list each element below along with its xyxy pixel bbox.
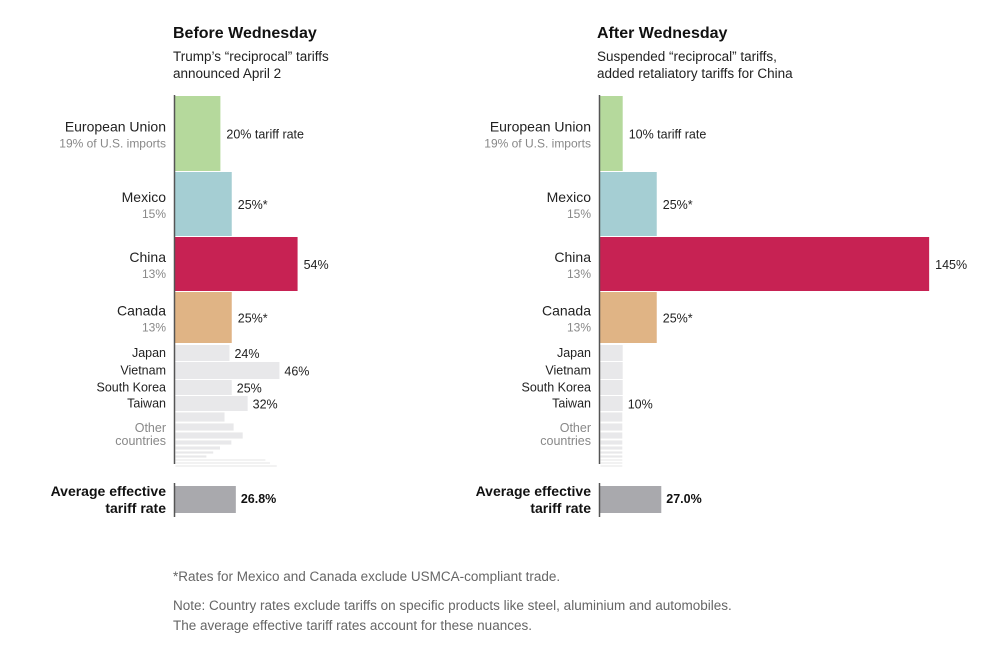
bar-before-minor-2 [175,380,232,395]
average-value-before: 26.8% [241,492,276,506]
value-label-before-minor-2: 25% [237,382,262,396]
average-label-before-line2: tariff rate [105,500,166,516]
footnote-note-line1: Note: Country rates exclude tariffs on s… [173,598,732,613]
value-label-before-1: 25%* [238,198,268,212]
footnote-note-line2: The average effective tariff rates accou… [173,618,532,633]
import-share-before-3: 13% [142,321,166,335]
panel-title-after: After Wednesday [597,25,728,42]
country-label-after-1: Mexico [547,189,592,205]
import-share-after-0: 19% of U.S. imports [484,137,591,151]
panel-subtitle-before-line2: announced April 2 [173,66,282,81]
bar-before-other-4 [174,445,221,451]
bar-before-average [175,486,236,513]
bar-after-other-6 [599,454,624,459]
bar-before-minor-1 [175,362,280,379]
value-label-before-3: 25%* [238,312,268,326]
bar-before-major-2 [175,237,298,291]
country-label-after-minor-0: Japan [557,346,591,360]
bar-after-minor-3 [600,396,623,411]
panel-subtitle-after-line1: Suspended “reciprocal” tariffs, [597,49,777,64]
country-label-after-minor-3: Taiwan [552,397,591,411]
value-label-before-minor-1: 46% [284,365,309,379]
panel-subtitle-after-line2: added retaliatory tariffs for China [597,66,793,81]
bar-after-other-0 [599,411,624,423]
value-label-before-2: 54% [304,258,329,272]
country-label-before-1: Mexico [122,189,167,205]
bar-before-other-3 [174,439,233,446]
bar-after-minor-0 [600,345,623,361]
value-label-after-3: 25%* [663,312,693,326]
import-share-after-1: 15% [567,207,591,221]
bar-after-other-5 [599,450,624,455]
import-share-before-1: 15% [142,207,166,221]
bar-after-minor-2 [600,380,623,395]
country-label-after-minor-1: Vietnam [545,364,591,378]
country-label-before-minor-3: Taiwan [127,397,166,411]
bar-before-other-2 [174,431,244,440]
bar-before-major-0 [175,96,221,171]
value-label-before-minor-0: 24% [234,347,259,361]
other-label-before-line2: countries [115,434,166,448]
average-label-after-line1: Average effective [476,483,592,499]
import-share-before-2: 13% [142,267,166,281]
country-label-before-2: China [129,249,166,265]
country-label-before-0: European Union [65,119,166,135]
bar-before-other-6 [174,454,208,459]
average-value-after: 27.0% [666,492,701,506]
value-label-before-minor-3: 32% [253,398,278,412]
bar-after-minor-1 [600,362,623,379]
import-share-after-2: 13% [567,267,591,281]
footnote-note: Note: Country rates exclude tariffs on s… [173,596,732,636]
bar-after-other-9 [599,464,624,468]
bar-after-other-1 [599,422,624,432]
bar-before-other-1 [174,422,235,432]
value-label-after-minor-3: 10% [628,398,653,412]
bar-after-other-8 [599,461,624,465]
average-label-after-line2: tariff rate [530,500,591,516]
bar-after-major-0 [600,96,623,171]
bar-before-minor-0 [175,345,230,361]
bar-before-major-1 [175,172,232,236]
other-label-before-line1: Other [135,421,166,435]
panel-title-before: Before Wednesday [173,25,317,42]
country-label-after-minor-2: South Korea [522,381,592,395]
footnote-asterisk: *Rates for Mexico and Canada exclude USM… [173,569,561,584]
other-label-after-line1: Other [560,421,591,435]
panel-subtitle-before-line1: Trump’s “reciprocal” tariffs [173,49,329,64]
value-label-before-0: 20% tariff rate [226,128,304,142]
average-label-before-line1: Average effective [51,483,167,499]
country-label-after-3: Canada [542,303,591,319]
country-label-before-minor-0: Japan [132,346,166,360]
bar-before-other-8 [174,461,271,465]
bar-before-other-5 [174,450,214,455]
bar-before-other-0 [174,411,226,423]
bar-after-average [600,486,662,513]
country-label-before-3: Canada [117,303,166,319]
import-share-before-0: 19% of U.S. imports [59,137,166,151]
bar-after-major-2 [600,237,930,291]
import-share-after-3: 13% [567,321,591,335]
chart-before: European Union 19% of U.S. imports 20% tar… [51,95,329,517]
bar-after-other-7 [599,458,624,462]
chart-after: European Union 19% of U.S. imports 10% tar… [476,95,967,517]
bar-after-major-3 [600,292,657,343]
bar-after-other-3 [599,439,624,446]
country-label-after-2: China [554,249,591,265]
country-label-before-minor-1: Vietnam [120,364,166,378]
value-label-after-0: 10% tariff rate [629,128,707,142]
country-label-after-0: European Union [490,119,591,135]
country-label-before-minor-2: South Korea [97,381,167,395]
bar-before-minor-3 [175,396,248,411]
bar-after-major-1 [600,172,657,236]
bar-before-other-9 [174,464,278,468]
panel-subtitle-before: Trump’s “reciprocal” tariffs announced A… [173,48,329,82]
bar-after-other-4 [599,445,624,451]
bar-after-other-2 [599,431,624,440]
other-label-after-line2: countries [540,434,591,448]
value-label-after-2: 145% [935,258,967,272]
bar-before-other-7 [174,458,267,462]
panel-subtitle-after: Suspended “reciprocal” tariffs, added re… [597,48,793,82]
value-label-after-1: 25%* [663,198,693,212]
bar-before-major-3 [175,292,232,343]
